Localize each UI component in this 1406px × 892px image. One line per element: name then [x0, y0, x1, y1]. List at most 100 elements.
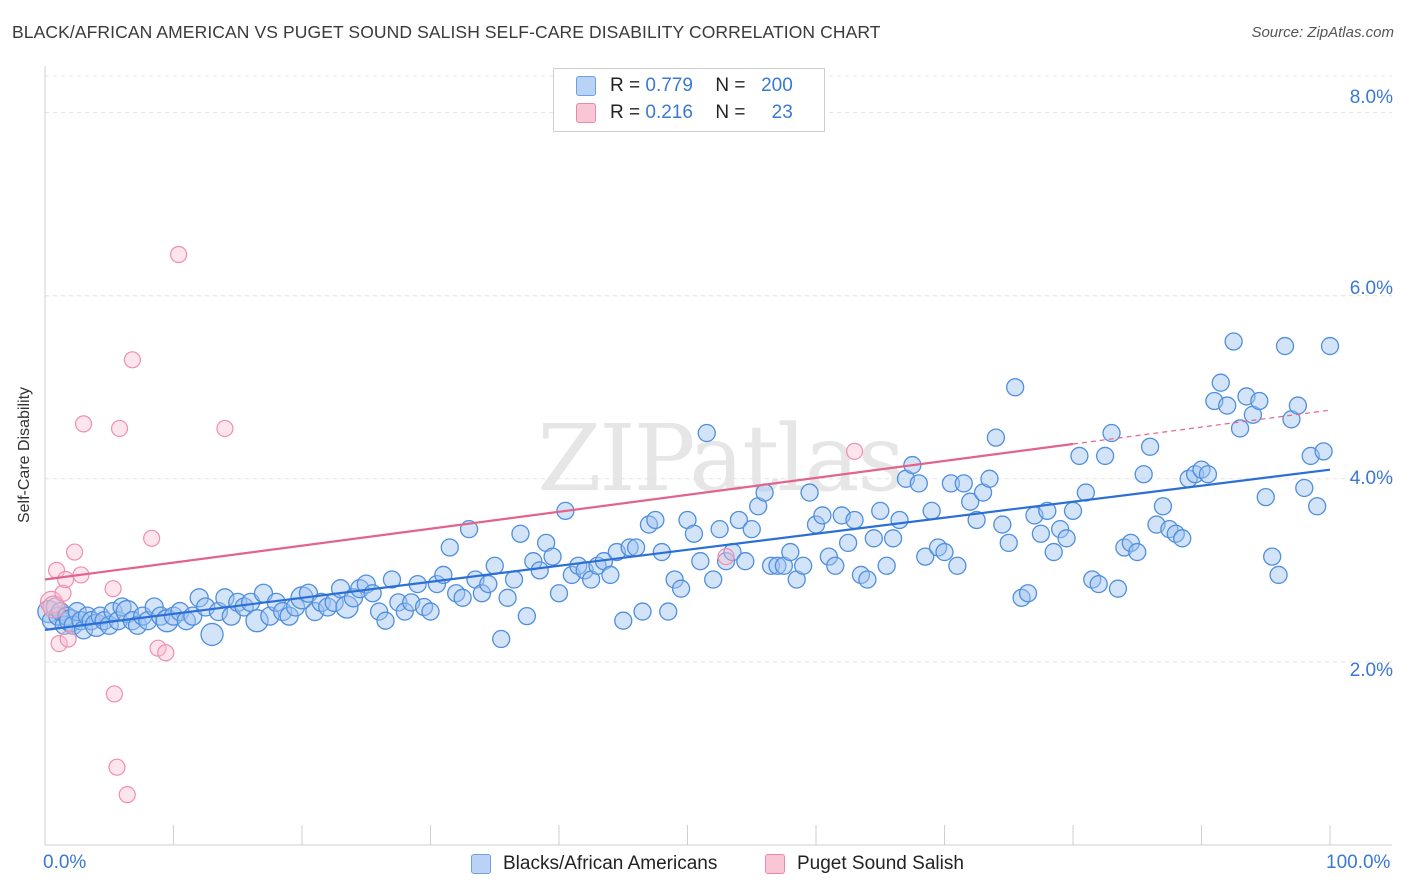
data-point-salish	[143, 529, 161, 547]
data-point-blacks	[376, 611, 395, 630]
chart-title: BLACK/AFRICAN AMERICAN VS PUGET SOUND SA…	[12, 22, 881, 42]
data-point-blacks	[1308, 497, 1327, 516]
n-label: N =	[715, 102, 746, 123]
data-point-salish	[118, 786, 136, 804]
data-point-blacks	[948, 556, 967, 575]
legend-swatch-blue	[576, 76, 596, 96]
data-point-blacks	[781, 542, 800, 562]
data-point-blacks	[691, 552, 710, 571]
data-point-blacks	[961, 492, 980, 511]
data-point-blacks	[980, 469, 999, 488]
data-point-blacks	[1314, 442, 1333, 461]
data-point-blacks	[794, 556, 813, 575]
data-point-blacks	[935, 542, 954, 562]
legend-swatch-pink	[576, 103, 596, 123]
data-point-blacks	[1089, 574, 1108, 594]
data-point-salish	[54, 584, 72, 602]
data-point-blacks	[1006, 378, 1025, 397]
n-value: 23	[771, 102, 793, 123]
bottom-legend-blacks: Blacks/African Americans	[471, 852, 717, 876]
data-point-blacks	[1140, 437, 1160, 456]
data-point-blacks	[1275, 336, 1295, 356]
data-point-blacks	[1018, 584, 1038, 603]
data-point-blacks	[697, 423, 716, 443]
data-point-blacks	[1057, 529, 1076, 548]
r-value: 0.216	[645, 102, 693, 123]
data-point-blacks	[1250, 391, 1269, 411]
data-point-blacks	[883, 529, 903, 548]
data-point-salish	[59, 630, 77, 648]
data-point-blacks	[716, 552, 736, 571]
data-point-blacks	[890, 510, 909, 530]
r-value: 0.779	[645, 75, 693, 96]
data-point-blacks	[200, 622, 224, 647]
bottom-legend-salish: Puget Sound Salish	[765, 852, 964, 876]
data-point-blacks	[871, 501, 890, 521]
data-point-blacks	[1038, 501, 1057, 521]
r-label: R =	[610, 102, 641, 123]
data-point-salish	[65, 543, 84, 561]
data-point-blacks	[1198, 465, 1218, 484]
data-point-salish	[105, 685, 123, 703]
data-point-blacks	[909, 474, 928, 493]
x-tick-max: 100.0%	[1326, 852, 1391, 873]
data-point-blacks	[369, 602, 389, 621]
data-point-blacks	[1095, 446, 1115, 466]
data-point-blacks	[1218, 396, 1237, 415]
data-point-blacks	[1134, 465, 1153, 484]
r-label: R =	[610, 75, 641, 96]
data-point-blacks	[517, 606, 537, 626]
data-point-blacks	[1173, 529, 1192, 548]
data-point-blacks	[1224, 332, 1243, 351]
data-point-blacks	[800, 483, 819, 502]
data-point-blacks	[916, 547, 935, 566]
data-point-blacks	[1070, 446, 1089, 466]
data-point-blacks	[1230, 419, 1250, 438]
data-point-blacks	[755, 483, 774, 502]
data-point-blacks	[382, 570, 402, 589]
data-point-blacks	[838, 533, 858, 553]
data-point-blacks	[1320, 336, 1340, 356]
data-point-blacks	[993, 515, 1012, 534]
data-point-blacks	[999, 533, 1018, 553]
data-point-blacks	[626, 538, 646, 557]
n-value: 200	[761, 75, 793, 96]
data-point-blacks	[1051, 520, 1070, 539]
data-point-blacks	[761, 556, 781, 575]
data-point-blacks	[646, 510, 665, 530]
data-point-blacks	[864, 529, 883, 548]
data-point-blacks	[127, 615, 148, 635]
data-point-blacks	[665, 570, 684, 589]
data-point-salish	[216, 419, 234, 438]
data-point-salish	[104, 580, 122, 598]
data-point-blacks	[954, 474, 973, 493]
data-point-blacks	[742, 520, 761, 539]
data-point-blacks	[633, 602, 652, 621]
trend-line-salish	[44, 442, 1074, 581]
data-point-blacks	[511, 524, 530, 543]
y-tick-8: 8.0%	[1349, 87, 1393, 108]
data-point-blacks	[986, 428, 1006, 447]
data-point-blacks	[389, 593, 408, 612]
source-label: Source: ZipAtlas.com	[1251, 24, 1394, 41]
data-point-blacks	[112, 597, 132, 617]
data-point-salish	[717, 548, 735, 566]
data-point-salish	[157, 644, 175, 662]
data-point-blacks	[813, 506, 832, 525]
data-point-blacks	[736, 552, 755, 571]
data-point-blacks	[395, 602, 414, 621]
data-point-blacks	[1031, 524, 1051, 543]
data-point-blacks	[492, 629, 511, 649]
data-point-salish	[123, 351, 141, 369]
data-point-blacks	[421, 602, 440, 621]
data-point-blacks	[601, 565, 620, 585]
data-point-blacks	[245, 609, 269, 633]
data-point-blacks	[472, 584, 492, 603]
watermark: ZIPatlas	[537, 405, 902, 512]
bottom-legend-label: Puget Sound Salish	[797, 853, 964, 874]
trend-line-salish-extension	[1072, 409, 1331, 445]
trend-line-blacks	[44, 468, 1331, 631]
data-point-blacks	[1044, 542, 1063, 562]
data-point-salish	[110, 419, 129, 438]
